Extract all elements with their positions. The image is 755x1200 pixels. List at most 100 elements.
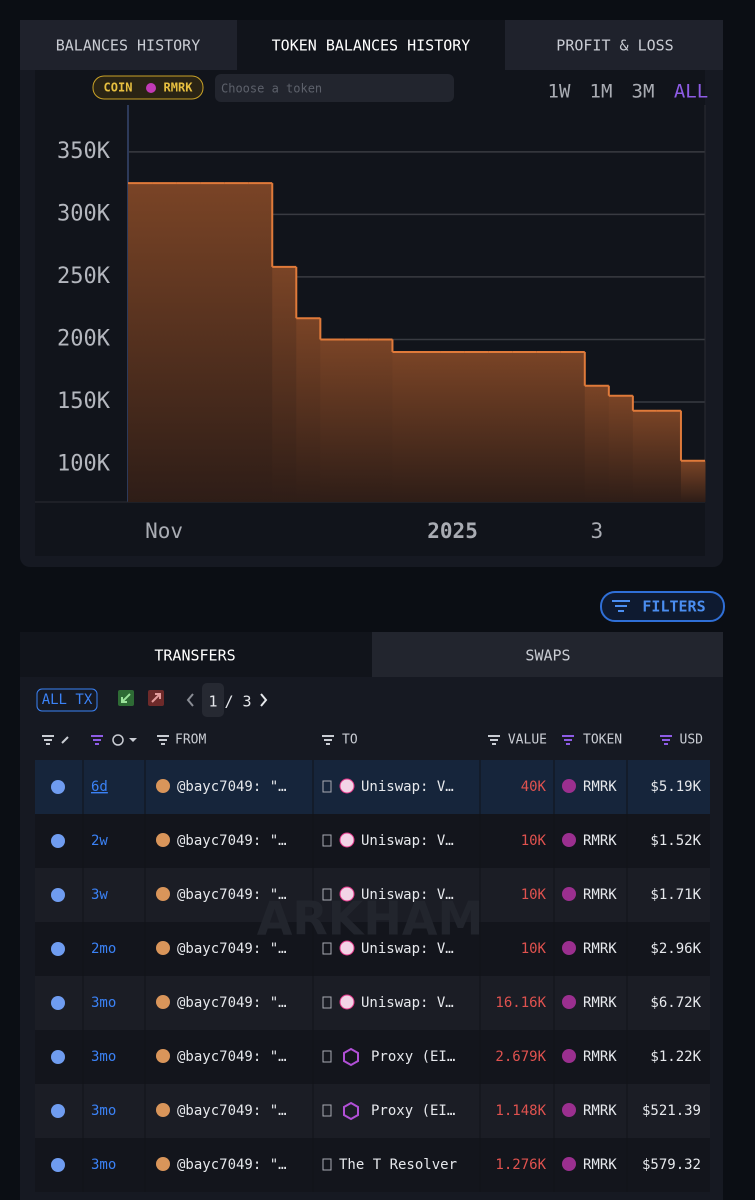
sort-icon xyxy=(91,735,103,745)
row-bg xyxy=(35,922,710,976)
to: Proxy (EI… xyxy=(371,1103,455,1119)
column-header: USD xyxy=(680,733,704,748)
sort-icon xyxy=(157,735,169,745)
table-tab-active-bg[interactable] xyxy=(20,632,372,677)
tab-active-bg[interactable] xyxy=(237,20,505,70)
chain-icon xyxy=(51,996,65,1010)
area-step xyxy=(608,395,634,502)
area-step xyxy=(584,385,610,502)
to: Proxy (EI… xyxy=(371,1049,455,1065)
time: 3w xyxy=(91,887,108,903)
area-step xyxy=(392,351,417,502)
chip-left: COIN xyxy=(104,81,133,95)
from: @bayc7049: "… xyxy=(177,1157,287,1173)
sort-icon xyxy=(562,735,574,745)
sort-icon xyxy=(42,735,54,745)
tab[interactable]: PROFIT & LOSS xyxy=(556,37,673,55)
chain-icon xyxy=(51,1104,65,1118)
area-step xyxy=(464,351,490,502)
area-step xyxy=(560,351,586,502)
usd: $521.39 xyxy=(642,1103,701,1119)
area-step xyxy=(512,351,538,502)
page-total: / 3 xyxy=(224,693,251,711)
token: RMRK xyxy=(583,941,617,957)
token-icon xyxy=(146,83,156,93)
token: RMRK xyxy=(583,779,617,795)
from: @bayc7049: "… xyxy=(177,1049,287,1065)
area-step xyxy=(536,351,562,502)
area-step xyxy=(320,339,345,502)
token: RMRK xyxy=(583,1049,617,1065)
range[interactable]: 1W xyxy=(548,81,571,103)
usd: $579.32 xyxy=(642,1157,701,1173)
avatar xyxy=(156,995,170,1009)
page-box[interactable] xyxy=(202,683,224,717)
chain-icon xyxy=(51,1050,65,1064)
avatar xyxy=(156,1049,170,1063)
all-tx-button[interactable] xyxy=(36,688,98,712)
token-search[interactable] xyxy=(215,74,454,102)
token: RMRK xyxy=(583,995,617,1011)
time: 3mo xyxy=(91,1049,116,1065)
entity-icon xyxy=(343,1047,359,1067)
usd: $6.72K xyxy=(650,995,701,1011)
area-step xyxy=(152,183,177,503)
doc-icon xyxy=(322,834,332,847)
tab-bg[interactable] xyxy=(505,20,723,70)
table-tab[interactable]: SWAPS xyxy=(525,647,570,665)
range[interactable]: 1M xyxy=(590,81,613,103)
doc-icon xyxy=(322,1104,332,1117)
area-step xyxy=(680,460,706,502)
token-icon xyxy=(562,779,576,793)
tab-bg[interactable] xyxy=(20,20,237,70)
prev-page[interactable] xyxy=(186,693,194,707)
range[interactable]: 3M xyxy=(632,81,655,103)
token: RMRK xyxy=(583,833,617,849)
table-tab-bg[interactable] xyxy=(372,632,723,677)
avatar xyxy=(156,779,170,793)
clock-icon xyxy=(112,734,124,746)
from: @bayc7049: "… xyxy=(177,941,287,957)
table: FROM TO VALUE TOKEN USD 6d @bayc7049: "… Uniswa… xyxy=(35,733,710,1192)
value: 10K xyxy=(521,887,547,903)
table-tab[interactable]: TRANSFERS xyxy=(154,647,235,665)
sort-icon xyxy=(488,735,500,745)
area-step xyxy=(248,183,273,503)
entity-icon xyxy=(339,832,355,848)
all-tx-label: ALL TX xyxy=(42,692,93,708)
value: 1.148K xyxy=(495,1103,546,1119)
entity-icon xyxy=(339,886,355,902)
tab[interactable]: TOKEN BALANCES HISTORY xyxy=(272,37,471,55)
value: 10K xyxy=(521,941,547,957)
area-step xyxy=(632,410,658,502)
doc-icon xyxy=(322,1158,332,1171)
time: 3mo xyxy=(91,995,116,1011)
in-arrow xyxy=(121,693,131,703)
next-page[interactable] xyxy=(260,693,268,707)
column-header: VALUE xyxy=(508,733,547,748)
area-step xyxy=(344,339,369,502)
y-tick-label: 100K xyxy=(57,451,111,476)
filters-button[interactable] xyxy=(600,591,725,622)
value: 40K xyxy=(521,779,547,795)
range-active[interactable]: ALL xyxy=(674,81,708,103)
y-tick-label: 200K xyxy=(57,326,111,351)
tab[interactable]: BALANCES HISTORY xyxy=(56,37,201,55)
column-header: TO xyxy=(342,733,358,748)
chain-icon xyxy=(51,942,65,956)
avatar xyxy=(156,887,170,901)
usd: $1.22K xyxy=(650,1049,701,1065)
doc-icon xyxy=(322,888,332,901)
usd: $2.96K xyxy=(650,941,701,957)
x-tick-label: 2025 xyxy=(427,519,478,543)
avatar xyxy=(156,1157,170,1171)
token: RMRK xyxy=(583,1103,617,1119)
sort-icon xyxy=(660,735,672,745)
watermark: ARKHAM xyxy=(257,892,484,946)
token: RMRK xyxy=(583,887,617,903)
x-tick-label: Nov xyxy=(145,519,183,543)
from: @bayc7049: "… xyxy=(177,1103,287,1119)
search-placeholder: Choose a token xyxy=(221,82,322,96)
